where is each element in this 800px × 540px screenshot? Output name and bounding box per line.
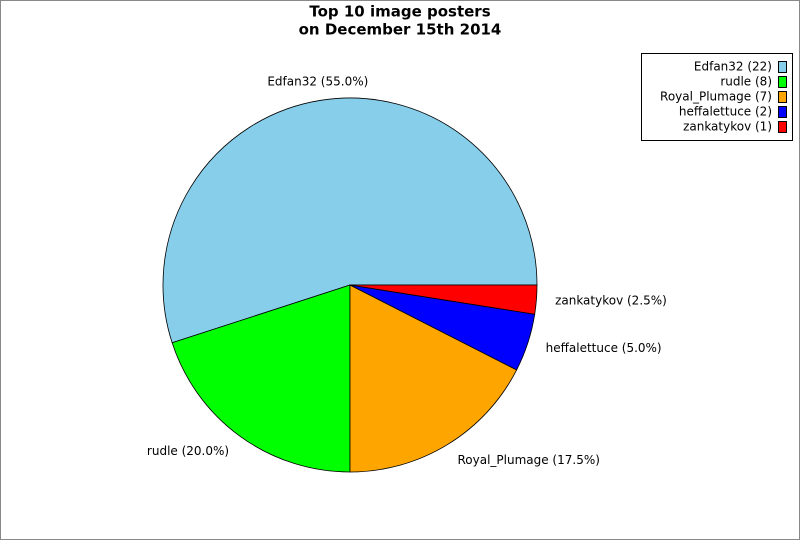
legend-label: zankatykov (1): [683, 120, 772, 134]
slice-label: Royal_Plumage (17.5%): [457, 453, 599, 467]
legend-label: heffalettuce (2): [679, 105, 772, 119]
legend-box: [641, 53, 793, 141]
legend-swatch: [778, 121, 787, 133]
legend-swatch: [778, 76, 787, 88]
legend-label: Edfan32 (22): [694, 60, 772, 74]
chart-title: Top 10 image posters: [309, 3, 490, 21]
pie-slice: [162, 97, 538, 344]
legend-label: rudle (8): [720, 75, 772, 89]
pie-slice: [349, 284, 538, 315]
slice-label: heffalettuce (5.0%): [546, 341, 662, 355]
chart-subtitle: on December 15th 2014: [299, 21, 502, 39]
pie-slice: [171, 284, 351, 473]
pie-slice: [349, 284, 518, 473]
legend-swatch: [778, 91, 787, 103]
legend-label: Royal_Plumage (7): [660, 90, 772, 104]
slice-label: rudle (20.0%): [147, 444, 229, 458]
legend-swatch: [778, 61, 787, 73]
legend-swatch: [778, 106, 787, 118]
slice-label: Edfan32 (55.0%): [267, 74, 368, 88]
slice-label: zankatykov (2.5%): [555, 294, 667, 308]
